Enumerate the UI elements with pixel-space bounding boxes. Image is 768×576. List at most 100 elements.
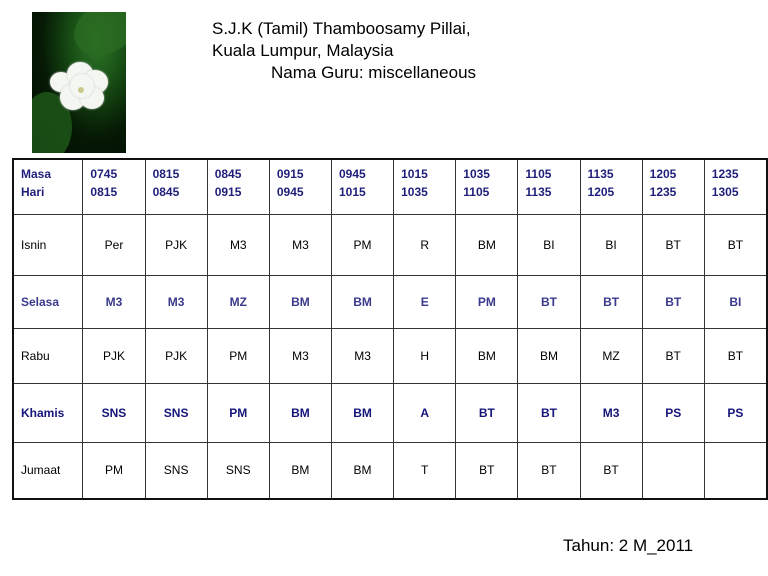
period-end: 1035 xyxy=(401,185,428,199)
period-header: 1035 1105 xyxy=(455,158,519,215)
subject-cell: PJK xyxy=(144,213,208,276)
subject-cell: T xyxy=(393,441,457,499)
subject-cell: BI xyxy=(703,274,768,329)
period-end: 0945 xyxy=(276,185,304,199)
subject-cell: PS xyxy=(641,382,705,443)
subject-cell: H xyxy=(393,327,457,384)
subject-cell: BT xyxy=(703,213,768,276)
teacher-name: Nama Guru: miscellaneous xyxy=(271,63,477,82)
subject-cell: BM xyxy=(268,382,332,443)
period-header: 0945 1015 xyxy=(330,158,395,215)
period-end: 0815 xyxy=(90,185,118,199)
day-cell: Rabu xyxy=(12,327,84,384)
day-cell: Jumaat xyxy=(12,441,84,499)
period-header: 1235 1305 xyxy=(703,158,768,215)
period-start: 1235 xyxy=(711,167,739,181)
period-end: 1235 xyxy=(649,185,677,199)
jasmine-flower-photo xyxy=(32,12,126,153)
subject-cell: Per xyxy=(82,213,146,276)
year-label: Tahun: 2 M_2011 xyxy=(563,536,694,555)
table-row: Khamis SNS SNS PM BM BM A BT BT M3 PS PS xyxy=(12,382,768,443)
period-end: 1205 xyxy=(587,185,615,199)
subject-cell: MZ xyxy=(579,327,643,384)
subject-cell: M3 xyxy=(82,274,146,329)
subject-cell: SNS xyxy=(82,382,146,443)
subject-cell: BM xyxy=(455,213,519,276)
subject-cell: MZ xyxy=(206,274,270,329)
subject-cell: BT xyxy=(517,441,581,499)
school-name: S.J.K (Tamil) Thamboosamy Pillai, xyxy=(212,19,471,38)
period-header: 0845 0915 xyxy=(206,158,270,215)
corner-hari: Hari xyxy=(21,185,45,199)
subject-cell: BM xyxy=(330,274,395,329)
period-start: 1015 xyxy=(401,167,428,181)
period-start: 1205 xyxy=(649,167,677,181)
subject-cell: M3 xyxy=(144,274,208,329)
period-start: 0845 xyxy=(214,167,242,181)
day-cell: Khamis xyxy=(12,382,84,443)
period-header: 1135 1205 xyxy=(579,158,643,215)
subject-cell: PJK xyxy=(82,327,146,384)
subject-cell: BM xyxy=(268,274,332,329)
subject-cell: BT xyxy=(517,382,581,443)
subject-cell: BM xyxy=(330,382,395,443)
timetable: Masa Hari 0745 0815 0815 0845 0845 0915 0915 0945… xyxy=(12,158,768,500)
subject-cell: BT xyxy=(641,213,705,276)
subject-cell: BM xyxy=(517,327,581,384)
subject-cell: M3 xyxy=(579,382,643,443)
period-start: 0745 xyxy=(90,167,118,181)
period-end: 0915 xyxy=(214,185,242,199)
corner-cell: Masa Hari xyxy=(12,158,84,215)
period-start: 1135 xyxy=(587,167,614,181)
subject-cell: M3 xyxy=(330,327,395,384)
subject-cell: BT xyxy=(455,441,519,499)
subject-cell: E xyxy=(393,274,457,329)
subject-cell: PM xyxy=(206,327,270,384)
school-location: Kuala Lumpur, Malaysia xyxy=(212,41,394,60)
subject-cell: A xyxy=(393,382,457,443)
subject-cell: M3 xyxy=(268,327,332,384)
period-start: 1105 xyxy=(525,167,552,181)
subject-cell: R xyxy=(393,213,457,276)
table-row: Selasa M3 M3 MZ BM BM E PM BT BT BT BI xyxy=(12,274,768,329)
subject-cell: SNS xyxy=(206,441,270,499)
period-start: 1035 xyxy=(463,167,490,181)
subject-cell: BI xyxy=(517,213,581,276)
period-start: 0915 xyxy=(276,167,304,181)
period-header: 0745 0815 xyxy=(82,158,146,215)
period-header: 0815 0845 xyxy=(144,158,208,215)
period-end: 1305 xyxy=(711,185,739,199)
subject-cell: BM xyxy=(455,327,519,384)
table-row: Isnin Per PJK M3 M3 PM R BM BI BI BT BT xyxy=(12,213,768,276)
subject-cell: M3 xyxy=(206,213,270,276)
day-cell: Isnin xyxy=(12,213,84,276)
table-row: Jumaat PM SNS SNS BM BM T BT BT BT xyxy=(12,441,768,499)
subject-cell: BM xyxy=(268,441,332,499)
period-header: 1205 1235 xyxy=(641,158,705,215)
subject-cell: PS xyxy=(703,382,768,443)
period-end: 1135 xyxy=(525,185,552,199)
period-header: 1105 1135 xyxy=(517,158,581,215)
subject-cell: BT xyxy=(579,441,643,499)
period-end: 1105 xyxy=(463,185,490,199)
subject-cell: PM xyxy=(82,441,146,499)
subject-cell: BI xyxy=(579,213,643,276)
subject-cell: BT xyxy=(455,382,519,443)
period-end: 0845 xyxy=(152,185,180,199)
subject-cell: BT xyxy=(641,274,705,329)
subject-cell: PM xyxy=(206,382,270,443)
subject-cell: BT xyxy=(579,274,643,329)
subject-cell: SNS xyxy=(144,441,208,499)
day-cell: Selasa xyxy=(12,274,84,329)
subject-cell: PM xyxy=(455,274,519,329)
corner-masa: Masa xyxy=(21,167,52,181)
subject-cell: M3 xyxy=(268,213,332,276)
header-row: Masa Hari 0745 0815 0815 0845 0845 0915 0915 0945… xyxy=(12,158,768,215)
subject-cell: BT xyxy=(641,327,705,384)
document-header: S.J.K (Tamil) Thamboosamy Pillai, Kuala … xyxy=(212,18,476,84)
subject-cell: BT xyxy=(703,327,768,384)
subject-cell: BT xyxy=(517,274,581,329)
subject-cell xyxy=(641,441,705,499)
subject-cell: SNS xyxy=(144,382,208,443)
subject-cell: PM xyxy=(330,213,395,276)
